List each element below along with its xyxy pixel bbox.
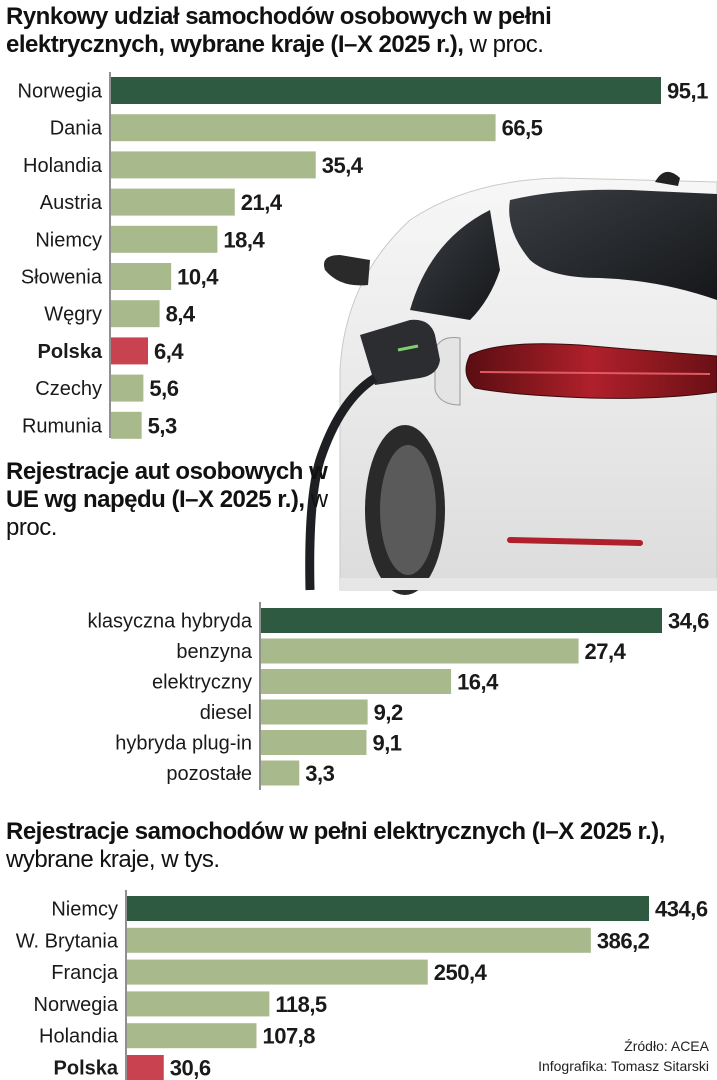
c1-category-label: Holandia <box>23 155 103 177</box>
c2-category-label: benzyna <box>176 641 252 663</box>
c1-value-label: 6,4 <box>154 339 184 364</box>
c3-value-label: 107,8 <box>262 1024 315 1049</box>
c2-value-label: 34,6 <box>668 609 709 634</box>
c2-value-label: 27,4 <box>585 639 627 664</box>
c1-value-label: 66,5 <box>502 116 543 141</box>
c1-bar <box>111 151 316 179</box>
c3-bar <box>127 1023 257 1049</box>
chart2-title: Rejestracje aut osobowych w UE wg napędu… <box>6 458 328 541</box>
c1-category-label: Dania <box>50 118 103 140</box>
c3-bar <box>127 959 428 985</box>
c1-value-label: 5,3 <box>148 413 177 438</box>
c2-category-label: elektryczny <box>152 672 252 694</box>
c3-value-label: 386,2 <box>597 928 650 953</box>
source-credits: Źródło: ACEA Infografika: Tomasz Sitarsk… <box>538 1036 709 1076</box>
c1-value-label: 95,1 <box>667 79 708 104</box>
chart3-title: Rejestracje samochodów w pełni elektrycz… <box>6 818 665 873</box>
c3-category-label: Polska <box>54 1058 119 1080</box>
c3-bar <box>127 1055 164 1080</box>
c3-category-label: W. Brytania <box>16 930 119 952</box>
c1-category-label: Czechy <box>35 378 102 400</box>
c1-bar <box>111 300 160 328</box>
source-line: Źródło: ACEA <box>624 1038 709 1054</box>
c2-value-label: 16,4 <box>457 670 499 695</box>
c2-category-label: pozostałe <box>166 763 252 785</box>
c2-bar <box>261 699 368 725</box>
c1-value-label: 8,4 <box>166 302 196 327</box>
c3-value-label: 434,6 <box>655 897 708 922</box>
c1-bar <box>111 263 172 290</box>
c3-value-label: 250,4 <box>434 960 488 985</box>
c1-bar <box>111 411 142 439</box>
c1-bar <box>111 337 149 365</box>
c1-category-label: Niemcy <box>35 229 102 251</box>
c3-category-label: Niemcy <box>51 899 118 921</box>
c1-value-label: 35,4 <box>322 153 364 178</box>
c1-bar <box>111 188 235 216</box>
c1-bar <box>111 374 144 402</box>
registrations-by-drive-bar-chart: klasyczna hybryda 34,6 benzyna 27,4 elektryc… <box>87 602 710 790</box>
c1-category-label: Norwegia <box>18 81 103 103</box>
c1-category-label: Węgry <box>44 304 102 326</box>
c2-value-label: 9,2 <box>374 700 403 725</box>
c2-bar <box>261 730 367 755</box>
c2-category-label: hybryda plug-in <box>115 733 252 755</box>
c3-bar <box>127 896 649 921</box>
c3-category-label: Norwegia <box>34 994 119 1016</box>
c1-value-label: 5,6 <box>149 376 178 401</box>
c2-bar <box>261 608 662 633</box>
c1-category-label: Polska <box>38 341 103 363</box>
chart1-title: Rynkowy udział samochodów osobowych w pe… <box>6 3 552 58</box>
c3-bar <box>127 991 270 1017</box>
c3-value-label: 118,5 <box>275 992 327 1017</box>
c1-bar <box>111 114 496 142</box>
c3-category-label: Holandia <box>39 1026 119 1048</box>
c2-category-label: klasyczna hybryda <box>87 611 252 633</box>
electric-car-charging-icon <box>305 171 717 595</box>
c2-category-label: diesel <box>200 702 252 724</box>
c1-category-label: Austria <box>40 192 103 214</box>
c2-bar <box>261 669 452 694</box>
c3-value-label: 30,6 <box>170 1056 211 1080</box>
c1-category-label: Słowenia <box>21 267 103 289</box>
c3-bar <box>127 927 591 953</box>
c1-category-label: Rumunia <box>22 415 103 437</box>
c2-bar <box>261 638 579 664</box>
c2-bar <box>261 760 300 786</box>
c2-value-label: 9,1 <box>372 731 401 756</box>
c1-bar <box>111 77 661 104</box>
market-share-bar-chart: Norwegia 95,1 Dania 66,5 Holandia 35,4 Austria… <box>18 72 709 439</box>
c3-category-label: Francja <box>51 962 119 984</box>
c1-value-label: 10,4 <box>177 265 219 290</box>
credit-line: Infografika: Tomasz Sitarski <box>538 1058 709 1074</box>
c1-value-label: 18,4 <box>223 227 265 252</box>
c1-value-label: 21,4 <box>241 190 283 215</box>
c1-bar <box>111 225 218 253</box>
c2-value-label: 3,3 <box>305 761 334 786</box>
